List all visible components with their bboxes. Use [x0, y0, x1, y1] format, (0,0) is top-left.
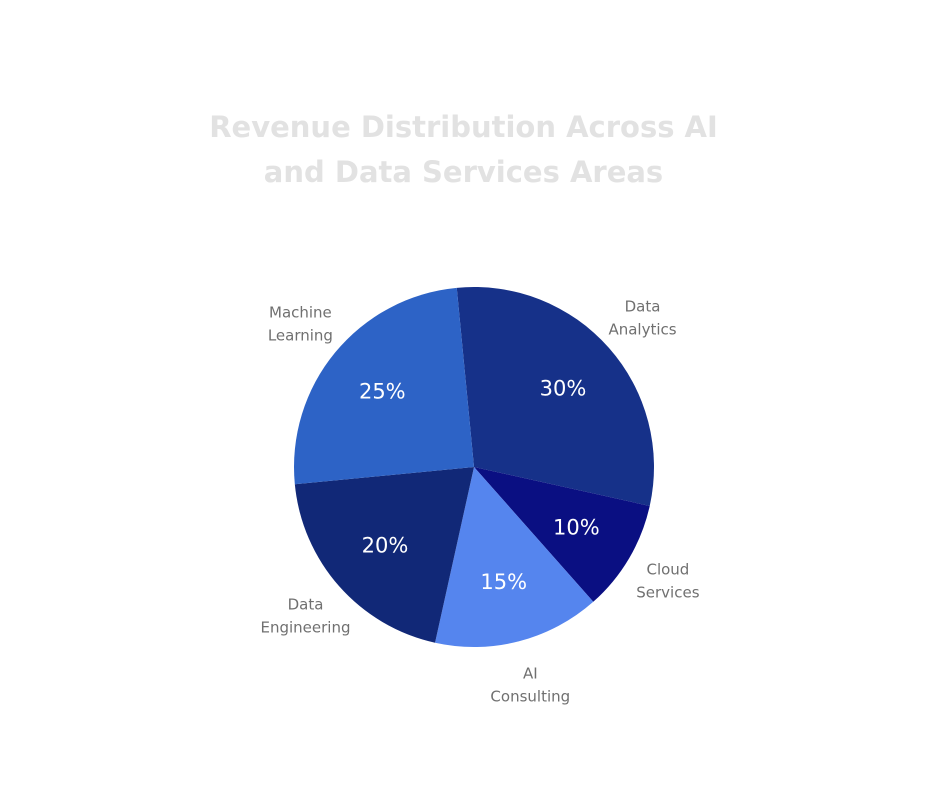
slice-cloud-services	[474, 467, 650, 602]
category-label-line: AI	[523, 664, 538, 682]
category-label-line: Cloud	[646, 561, 689, 579]
slice-ai-consulting	[435, 467, 594, 647]
slice-machine-learning	[294, 287, 474, 485]
slice-value-label-ai-consulting: 15%	[480, 570, 527, 594]
slice-value-label-cloud-services: 10%	[553, 515, 600, 539]
category-label-line: Analytics	[608, 320, 676, 338]
chart-title-line-2: and Data Services Areas	[263, 155, 664, 189]
slice-value-label-machine-learning: 25%	[359, 379, 406, 403]
slice-data-analytics	[456, 287, 654, 506]
category-label-cloud-services: Cloud Services	[636, 561, 699, 602]
category-label-data-engineering: Data Engineering	[261, 596, 351, 637]
category-label-line: Data	[288, 596, 324, 614]
chart-title-line-1: Revenue Distribution Across AI	[209, 110, 718, 144]
category-label-machine-learning: Machine Learning	[268, 303, 333, 344]
category-label-data-analytics: Data Analytics	[608, 297, 676, 338]
category-label-line: Services	[636, 584, 699, 602]
category-label-line: Machine	[269, 303, 332, 321]
category-label-line: Learning	[268, 326, 333, 344]
slice-value-label-data-analytics: 30%	[540, 376, 587, 400]
category-label-line: Consulting	[490, 687, 570, 705]
category-label-ai-consulting: AI Consulting	[490, 664, 570, 705]
pie-slices	[294, 287, 654, 647]
chart-title: Revenue Distribution Across AI and Data …	[0, 105, 927, 195]
category-label-line: Engineering	[261, 619, 351, 637]
slice-value-label-data-engineering: 20%	[362, 534, 409, 558]
category-label-line: Data	[625, 297, 661, 315]
slice-data-engineering	[294, 467, 474, 643]
pie-labels: 30% Data Analytics 10% Cloud Services 15% AI Con…	[261, 297, 700, 705]
